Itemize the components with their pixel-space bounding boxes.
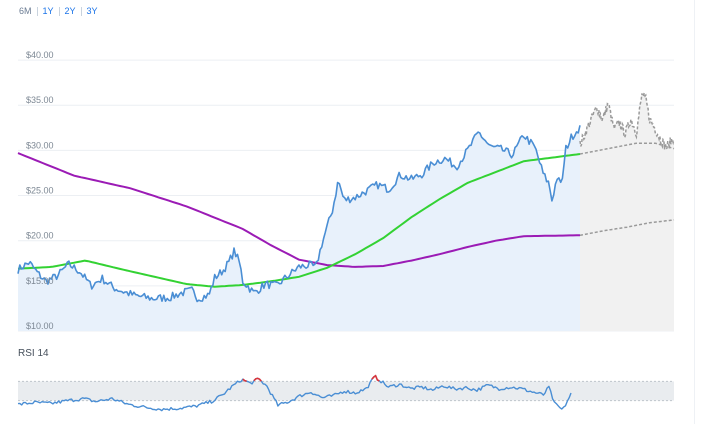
range-2y-button[interactable]: 2Y: [64, 6, 76, 16]
rsi-line: [17, 375, 572, 412]
rsi-overbought-segment: [371, 374, 380, 382]
range-separator: [80, 6, 82, 16]
sma-fast-line: [17, 153, 581, 288]
series-layer: [17, 90, 675, 303]
y-axis: $40.00 $35.00 $30.00 $25.00 $20.00 $15.00 $10.…: [26, 50, 54, 331]
rsi-overbought-segment: [242, 378, 247, 382]
sma-slow-line: [17, 152, 580, 268]
range-selector: 6M 1Y 2Y 3Y: [14, 4, 103, 18]
forecast-upper-line: [579, 90, 675, 151]
price-area: [18, 125, 580, 331]
y-tick-label: $30.00: [26, 140, 54, 150]
range-1y-button[interactable]: 1Y: [42, 6, 54, 16]
range-6m-button[interactable]: 6M: [19, 6, 32, 16]
y-tick-label: $40.00: [26, 50, 54, 60]
rsi-chart: [17, 367, 674, 415]
range-separator: [58, 6, 60, 16]
price-line: [17, 125, 581, 303]
price-area-layer: [18, 92, 674, 332]
range-3y-button[interactable]: 3Y: [86, 6, 98, 16]
panel-right-border: [694, 0, 695, 424]
range-separator: [36, 6, 38, 16]
y-tick-label: $20.00: [26, 231, 54, 241]
forecast-mid-line: [579, 142, 675, 155]
y-tick-label: $15.00: [26, 276, 54, 286]
rsi-band: [18, 381, 674, 401]
rsi-overbought-segment: [253, 377, 262, 382]
forecast-lower-line: [579, 219, 675, 237]
y-tick-label: $10.00: [26, 321, 54, 331]
forecast-area: [580, 92, 674, 332]
y-tick-label: $35.00: [26, 95, 54, 105]
rsi-title: RSI 14: [18, 348, 49, 359]
y-tick-label: $25.00: [26, 186, 54, 196]
